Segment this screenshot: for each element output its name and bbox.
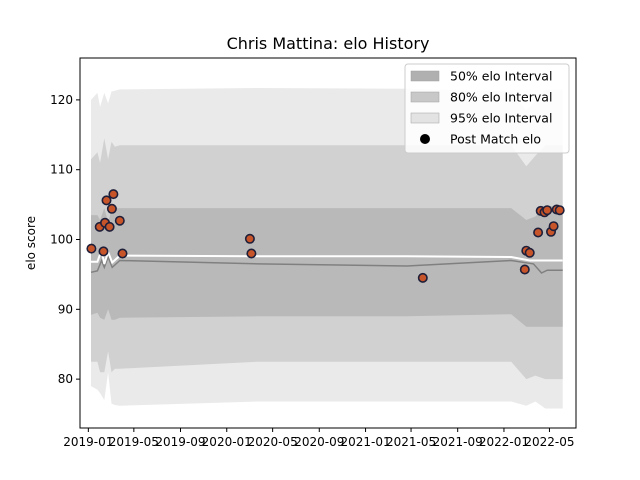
post-match-point <box>244 233 255 244</box>
x-tick-label: 2022-01 <box>479 435 529 449</box>
post-match-point <box>106 203 117 214</box>
y-tick-label: 90 <box>58 302 73 316</box>
legend-swatch-95-elo-interval <box>410 112 440 124</box>
post-match-point <box>246 248 257 259</box>
post-match-points <box>86 189 565 283</box>
interval-bands <box>91 88 563 409</box>
y-tick-label: 80 <box>58 372 73 386</box>
post-match-point <box>417 272 428 283</box>
x-tick-label: 2022-05 <box>524 435 574 449</box>
legend-label: Post Match elo <box>450 132 541 147</box>
legend-swatch-50-elo-interval <box>410 70 440 82</box>
x-tick-label: 2021-01 <box>340 435 390 449</box>
mean-elo-line <box>90 254 563 274</box>
plot-frame <box>79 57 577 429</box>
post-match-point <box>86 243 97 254</box>
legend-label: 80% elo Interval <box>450 90 552 105</box>
post-match-point <box>554 205 565 216</box>
post-match-point <box>108 189 119 200</box>
y-axis-label: elo score <box>24 216 38 270</box>
legend-box <box>404 63 570 154</box>
post-match-point <box>98 246 109 257</box>
post-match-point <box>117 248 128 259</box>
x-tick-label: 2019-05 <box>109 435 159 449</box>
post-match-point <box>114 215 125 226</box>
post-match-point <box>524 247 535 258</box>
x-tick-label: 2020-01 <box>202 435 252 449</box>
post-match-point <box>101 195 112 206</box>
chart-title: Chris Mattina: elo History <box>227 34 430 53</box>
legend: 50% elo Interval 80% elo Interval 95% elo … <box>404 63 570 154</box>
post-match-point <box>548 221 559 232</box>
post-match-point <box>104 221 115 232</box>
y-tick-label: 110 <box>50 163 73 177</box>
post-match-point <box>533 227 544 238</box>
legend-swatch-80-elo-interval <box>410 91 440 103</box>
x-tick-label: 2021-05 <box>386 435 436 449</box>
legend-marker-post-match-elo <box>420 134 430 144</box>
y-tick-label: 100 <box>50 233 73 247</box>
x-tick-label: 2019-09 <box>155 435 205 449</box>
band-50-elo-interval <box>91 206 563 327</box>
legend-label: 95% elo Interval <box>450 111 552 126</box>
x-tick-label: 2020-09 <box>294 435 344 449</box>
x-tick-label: 2019-01 <box>63 435 113 449</box>
y-tick-label: 120 <box>50 93 73 107</box>
post-match-point <box>542 205 553 216</box>
x-tick-label: 2021-09 <box>433 435 483 449</box>
post-match-point <box>519 264 530 275</box>
x-tick-label: 2020-05 <box>248 435 298 449</box>
y-axis: 80 90 100 110 120 <box>50 93 80 386</box>
x-axis: 2019-012019-052019-092020-012020-052020-… <box>63 428 575 449</box>
legend-label: 50% elo Interval <box>450 69 552 84</box>
